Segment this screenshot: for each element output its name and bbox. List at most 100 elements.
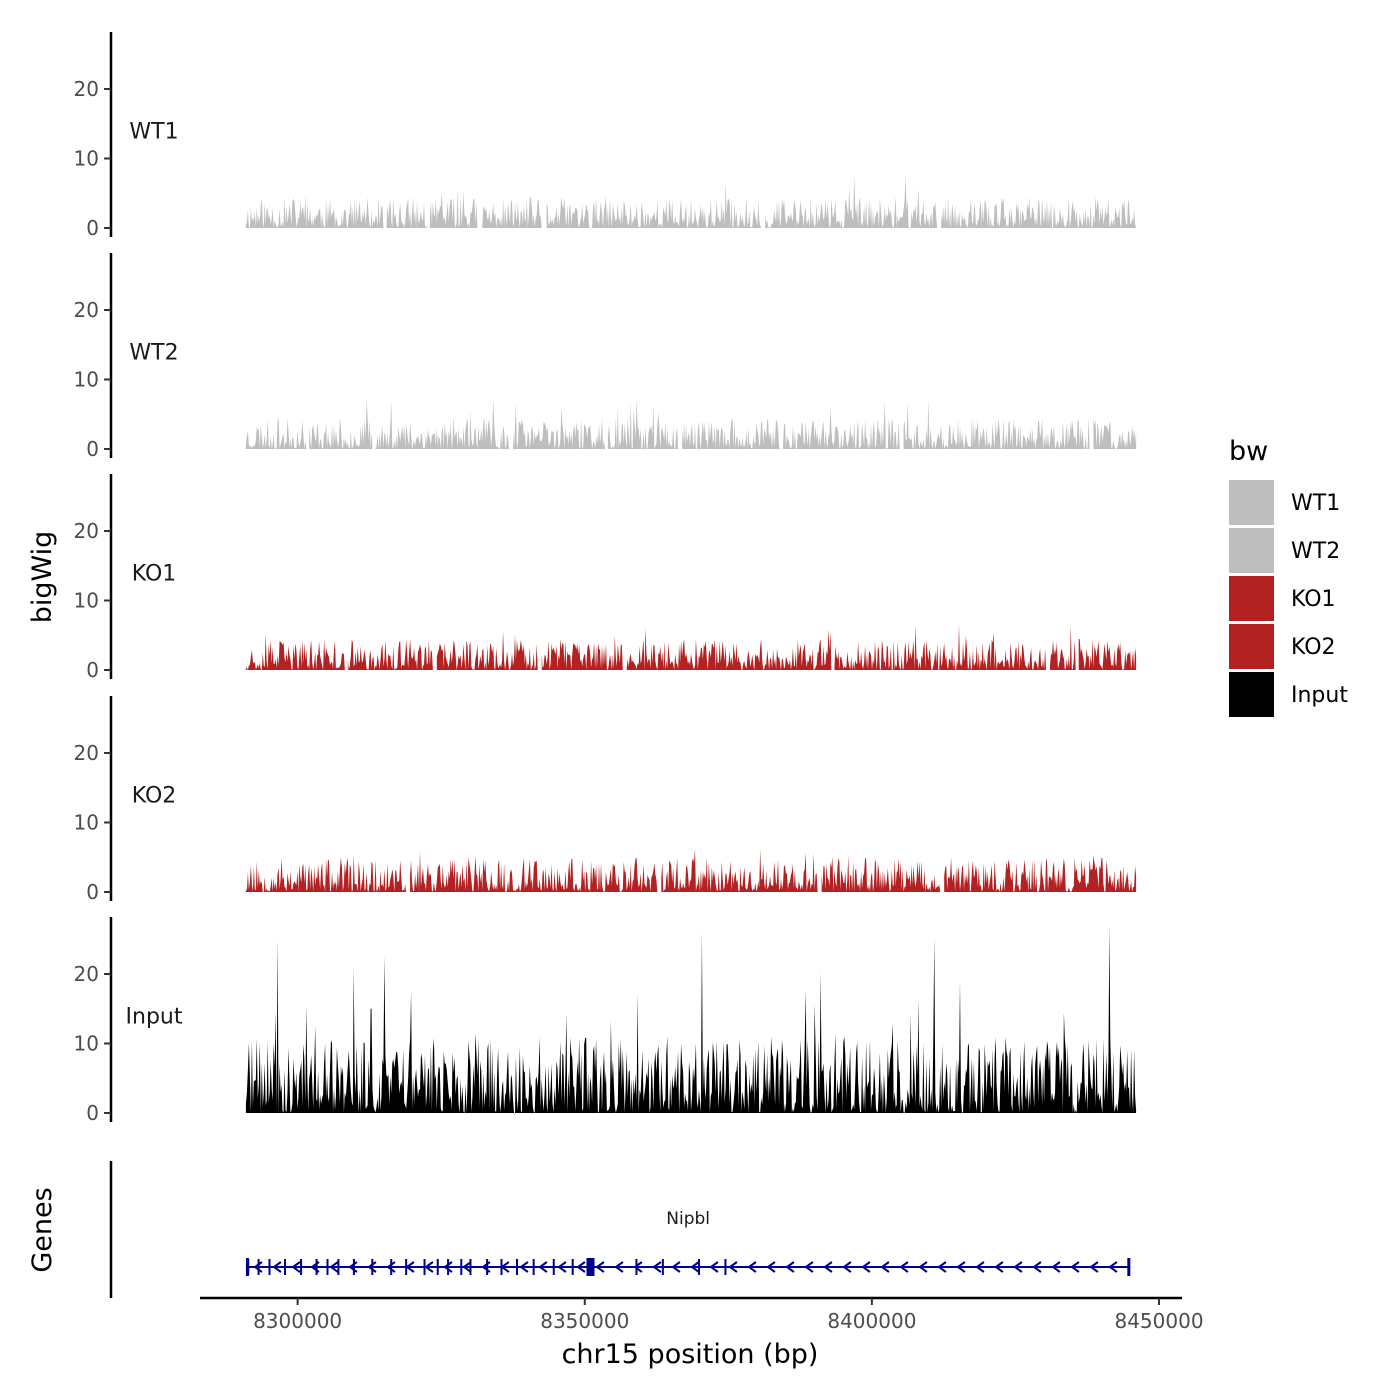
- track-panel-wt1: 0 10 20 WT1: [74, 32, 1137, 240]
- exon: [257, 1259, 260, 1275]
- exon: [300, 1259, 303, 1275]
- exon: [486, 1259, 489, 1275]
- track-panel-input: 0 10 20 Input: [74, 917, 1137, 1125]
- strand-chevron: [956, 1261, 966, 1273]
- exon: [724, 1259, 727, 1275]
- y-tick-label: 0: [86, 1101, 99, 1125]
- track-panel-ko2: 0 10 20 KO2: [74, 696, 1137, 904]
- gene-panel-title: Genes: [27, 1187, 58, 1272]
- exon: [635, 1259, 638, 1275]
- x-tick-label: 8450000: [1114, 1309, 1203, 1333]
- strand-chevron: [823, 1261, 833, 1273]
- legend-label-ko2: KO2: [1291, 635, 1336, 660]
- track-panels: 0 10 20 WT1 0 10 20 WT2 0 10 20 KO1 0 10 20 KO2 0 10 20 Inp…: [74, 32, 1137, 1125]
- signal-area-ko2: [245, 848, 1137, 892]
- strand-chevron: [443, 1261, 453, 1273]
- y-tick-label: 20: [74, 298, 99, 322]
- signal-area-wt2: [245, 398, 1137, 449]
- strand-chevron: [880, 1261, 890, 1273]
- strand-chevron: [291, 1261, 301, 1273]
- strand-chevron: [557, 1261, 567, 1273]
- exon: [337, 1259, 340, 1275]
- strand-chevron: [671, 1261, 681, 1273]
- exon: [571, 1259, 574, 1275]
- exon: [552, 1259, 555, 1275]
- y-tick-label: 0: [86, 216, 99, 240]
- x-tick-label: 8400000: [827, 1309, 916, 1333]
- strand-chevron: [652, 1261, 662, 1273]
- legend-key-wt1: [1229, 480, 1274, 525]
- gene-panel: Nipbl: [109, 1161, 1131, 1298]
- strand-chevron: [937, 1261, 947, 1273]
- track-label: KO2: [132, 784, 177, 809]
- y-tick-label: 10: [74, 1032, 99, 1056]
- track-label: WT2: [129, 341, 178, 366]
- strand-chevron: [975, 1261, 985, 1273]
- strand-chevron: [1013, 1261, 1023, 1273]
- exon: [698, 1259, 701, 1275]
- y-tick-label: 10: [74, 811, 99, 835]
- exon: [405, 1259, 408, 1275]
- exon: [447, 1259, 450, 1275]
- track-label: WT1: [129, 120, 178, 145]
- track-label: KO1: [132, 562, 177, 587]
- x-axis-title: chr15 position (bp): [562, 1339, 819, 1370]
- exon: [352, 1259, 355, 1275]
- y-axis-title: bigWig: [27, 531, 58, 624]
- strand-chevron: [1070, 1261, 1080, 1273]
- x-tick-label: 8350000: [540, 1309, 629, 1333]
- exon: [326, 1259, 329, 1275]
- strand-chevron: [899, 1261, 909, 1273]
- track-panel-ko1: 0 10 20 KO1: [74, 474, 1137, 682]
- exon: [436, 1259, 439, 1275]
- exon: [661, 1259, 664, 1275]
- strand-chevron: [519, 1261, 529, 1273]
- strand-chevron: [272, 1261, 282, 1273]
- gene-nipbl: Nipbl: [245, 1209, 1131, 1276]
- exon: [586, 1258, 595, 1276]
- exon: [371, 1259, 374, 1275]
- strand-chevron: [728, 1261, 738, 1273]
- strand-chevron: [709, 1261, 719, 1273]
- signal-area-input: [245, 925, 1137, 1113]
- gene-start-cap: [245, 1258, 249, 1276]
- y-tick-label: 20: [74, 741, 99, 765]
- strand-chevron: [861, 1261, 871, 1273]
- strand-chevron: [918, 1261, 928, 1273]
- strand-chevron: [424, 1261, 434, 1273]
- exon: [390, 1259, 393, 1275]
- exon: [460, 1259, 463, 1275]
- strand-chevron: [785, 1261, 795, 1273]
- legend-title: bw: [1229, 436, 1268, 467]
- exon: [469, 1259, 472, 1275]
- signal-area-ko1: [245, 624, 1137, 670]
- strand-chevron: [690, 1261, 700, 1273]
- gene-end-cap: [1127, 1258, 1131, 1276]
- legend-key-ko1: [1229, 576, 1274, 621]
- strand-chevron: [1108, 1261, 1118, 1273]
- exon: [423, 1259, 426, 1275]
- y-tick-label: 0: [86, 658, 99, 682]
- strand-chevron: [994, 1261, 1004, 1273]
- strand-chevron: [595, 1261, 605, 1273]
- x-axis: 8300000 8350000 8400000 8450000: [200, 1296, 1204, 1333]
- legend-label-input: Input: [1291, 683, 1348, 708]
- exon: [268, 1259, 271, 1275]
- x-tick-label: 8300000: [253, 1309, 342, 1333]
- strand-chevron: [633, 1261, 643, 1273]
- legend: bw WT1 WT2 KO1 KO2 Input: [1229, 436, 1348, 717]
- legend-key-wt2: [1229, 528, 1274, 573]
- strand-chevron: [747, 1261, 757, 1273]
- signal-area-wt1: [245, 175, 1137, 228]
- strand-chevron: [576, 1261, 586, 1273]
- y-tick-label: 0: [86, 437, 99, 461]
- exon: [315, 1259, 318, 1275]
- exon: [532, 1259, 535, 1275]
- strand-chevron: [1089, 1261, 1099, 1273]
- y-tick-label: 10: [74, 589, 99, 613]
- y-tick-label: 20: [74, 519, 99, 543]
- strand-chevron: [614, 1261, 624, 1273]
- strand-chevron: [842, 1261, 852, 1273]
- strand-chevron: [462, 1261, 472, 1273]
